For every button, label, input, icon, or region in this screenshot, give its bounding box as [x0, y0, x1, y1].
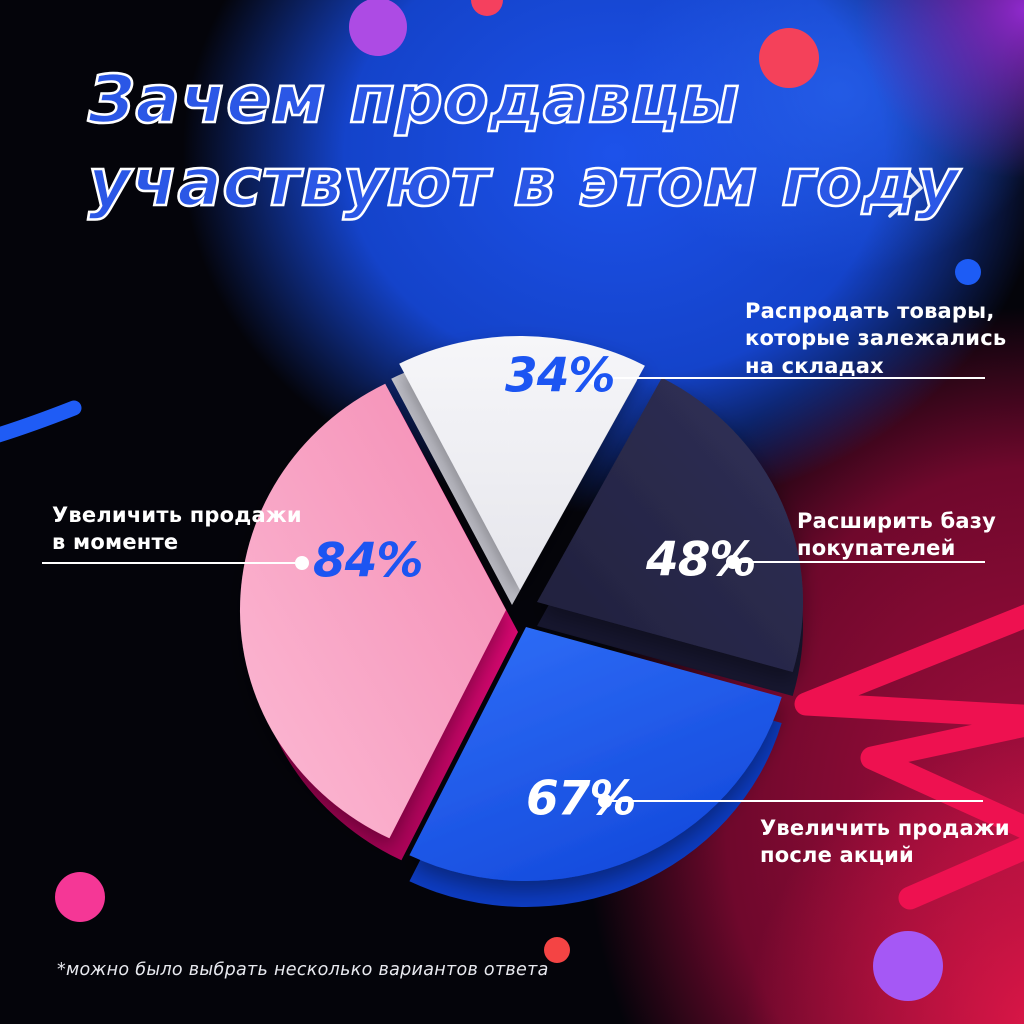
decor-circle-red-topright: [759, 28, 819, 88]
footnote: *можно было выбрать несколько вариантов …: [57, 960, 549, 980]
red-squiggle: [794, 604, 1024, 910]
leader-dot: [587, 371, 601, 385]
callout-sales-after-promo: Увеличить продажи после акций: [760, 815, 1010, 870]
decor-circle-red-bottom: [544, 937, 570, 963]
white-chevron: [888, 168, 923, 218]
percent-label-67: 67%: [526, 771, 636, 827]
callout-line: на складах: [745, 353, 884, 378]
decor-circle-pink-left: [55, 872, 105, 922]
pie-segment-sell-off: Распродать товары, которые залежались на…: [399, 335, 645, 590]
callout-line: Увеличить продажи: [760, 816, 1010, 840]
percent-label-48: 48%: [646, 532, 756, 588]
leader-dot: [295, 556, 309, 570]
decor-circle-purple-bottomright: [873, 931, 943, 1001]
callout-line: которые залежались: [745, 326, 1007, 351]
leader-dot: [598, 794, 612, 808]
decor-circle-blue-right: [955, 259, 981, 285]
leader-dot: [726, 555, 740, 569]
callout-line: Распродать товары,: [745, 299, 995, 323]
callout-sales-in-moment: Увеличить продажи в моменте: [52, 502, 302, 557]
pie-segment-expand-base: Расширить базу покупателей — 48%: [537, 377, 804, 672]
blue-brush-stroke: [0, 400, 82, 443]
pie-segment-in-moment: Увеличить продажи в моменте — 84%: [239, 383, 506, 839]
decor-circle-purple-top: [349, 0, 407, 56]
callout-line: после акций: [760, 843, 914, 868]
callout-sell-off-stock: Распродать товары, которые залежались на…: [745, 298, 1006, 380]
title-line-1: Зачем продавцы: [87, 60, 741, 140]
callout-expand-customer-base: Расширить базу покупателей: [797, 508, 996, 563]
percent-label-34: 34%: [505, 348, 615, 404]
decor-circle-red-top: [471, 0, 503, 16]
callout-line: Увеличить продажи: [52, 503, 302, 527]
page-title: Зачем продавцы участвуют в этом году: [87, 58, 961, 224]
callout-line: Расширить базу: [797, 509, 997, 533]
callout-line: в моменте: [52, 530, 179, 555]
percent-label-84: 84%: [313, 533, 423, 589]
title-line-2: участвуют в этом году: [87, 143, 961, 223]
pie-segment-after-promo: Увеличить продажи после акций — 67%: [409, 627, 782, 882]
callout-line: покупателей: [797, 536, 956, 561]
